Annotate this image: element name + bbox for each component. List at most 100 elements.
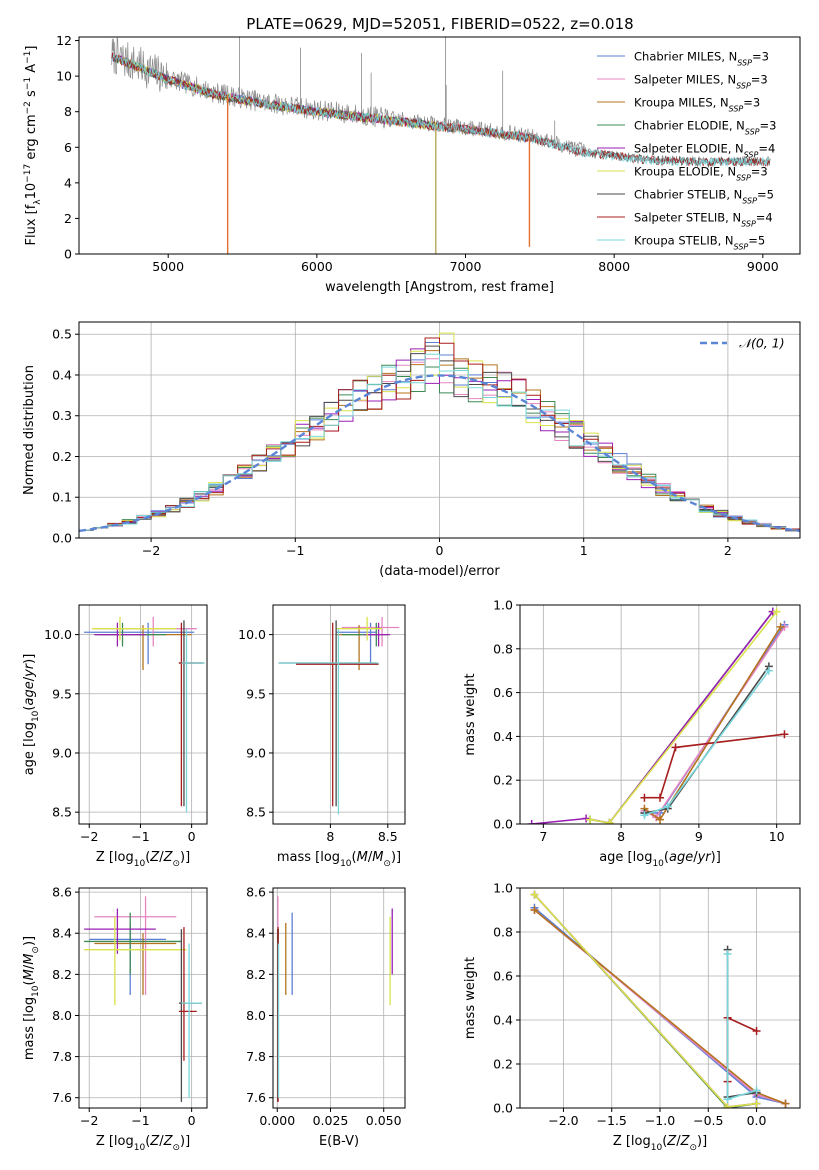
y-tick-label: 0.2	[52, 449, 72, 464]
gaussian-curve	[79, 374, 800, 533]
x-axis-label: age [log10(age/yr)]	[599, 850, 721, 869]
legend-entry: Kroupa ELODIE, NSSP=3	[634, 165, 768, 183]
y-tick-label: 2	[64, 211, 72, 226]
panel-mass_vs_EBV: 0.000 0.025 0.050 7.6 7.8 8.0 8.2 8.4 8.6 E(B-V)	[246, 885, 406, 1149]
figure-title: PLATE=0629, MJD=52051, FIBERID=0522, z=0…	[246, 15, 633, 33]
weight-marker	[640, 793, 649, 802]
weight-marker	[723, 950, 732, 958]
weight-marker	[530, 890, 539, 899]
x-tick-label: 0	[436, 543, 444, 558]
y-tick-label: 0.3	[52, 408, 72, 423]
y-tick-label: 7.6	[52, 1090, 72, 1105]
x-axis-label: E(B-V)	[319, 1134, 359, 1149]
axes-frame	[519, 604, 801, 825]
y-tick-label: 8.5	[52, 805, 72, 820]
weight-marker	[656, 793, 664, 802]
axes-frame	[78, 604, 208, 825]
weight-marker	[671, 743, 680, 752]
y-axis-label: age [log10(age/yr)]	[22, 654, 41, 776]
weight-marker	[656, 815, 664, 824]
y-tick-label: 4	[64, 175, 72, 190]
errorbar-salpeter-miles	[341, 616, 400, 647]
legend-entry: Salpeter STELIB, NSSP=4	[634, 211, 773, 229]
weight-marker	[776, 622, 785, 631]
x-tick-label: 5000	[152, 259, 184, 274]
panel-age_vs_mass: 8 8.5 8.5 9.0 9.5 10.0 mass [log10(M/M⊙)]	[238, 604, 406, 869]
plot-area	[278, 616, 400, 815]
weight-marker	[605, 818, 614, 824]
y-tick-label: 8.2	[246, 967, 266, 982]
legend-entry: Chabrier MILES, NSSP=3	[634, 50, 769, 68]
y-tick-label: 6	[64, 140, 72, 155]
errorbar-kroupa-stelib	[181, 628, 205, 813]
weight-marker	[582, 814, 591, 823]
x-tick-label: −2	[142, 543, 160, 558]
x-tick-label: 8.5	[378, 829, 398, 844]
x-tick-label: 7	[539, 829, 547, 844]
y-axis-label: mass weight	[463, 673, 478, 755]
weight-marker	[586, 815, 594, 824]
x-axis-label: Z [log10(Z/Z⊙)]	[96, 1134, 190, 1153]
y-tick-label: 0.0	[493, 817, 513, 832]
x-tick-label: −1	[131, 1113, 149, 1128]
plot-area	[530, 890, 790, 1108]
y-tick-label: 1.0	[493, 598, 513, 613]
errorbar-kroupa-stelib	[181, 943, 202, 1098]
y-tick-label: 9.0	[52, 745, 72, 760]
panel-weight_vs_Z: −2.0 −1.5 −1.0 −0.5 0.0 0.0 0.2 0.4 0.6 0.8 1.0 Z […	[463, 881, 801, 1153]
x-tick-label: 9000	[747, 259, 779, 274]
weight-marker	[723, 1095, 732, 1104]
panel-spectrum: 5000 6000 7000 8000 9000 0 2 4 6 8 10 12 wavelength …	[23, 33, 801, 295]
errorbar-salpeter-stelib	[178, 927, 197, 1061]
x-tick-label: 8	[326, 829, 334, 844]
y-tick-label: 0.4	[493, 729, 513, 744]
x-tick-label: 10	[769, 829, 785, 844]
errorbar-kroupa-elodie	[91, 616, 177, 641]
x-tick-label: −2	[80, 1113, 98, 1128]
x-tick-label: −2.0	[548, 1113, 578, 1128]
plot-area	[84, 616, 205, 813]
y-tick-label: 9.5	[52, 686, 72, 701]
histogram-kroupa-stelib	[79, 353, 800, 538]
x-tick-label: −1.0	[645, 1113, 675, 1128]
y-tick-label: 10.0	[44, 627, 72, 642]
x-axis-label: wavelength [Angstrom, rest frame]	[325, 280, 554, 295]
errorbar-chabrier-elodie	[84, 912, 182, 975]
y-tick-label: 8.2	[52, 967, 72, 982]
y-axis-label: Normed distribution	[22, 365, 37, 495]
errorbar-kroupa-elodie	[336, 616, 383, 641]
x-tick-label: 6000	[301, 259, 333, 274]
y-tick-label: 0.0	[52, 531, 72, 546]
weight-marker	[764, 666, 773, 675]
y-tick-label: 8.5	[246, 805, 266, 820]
y-tick-label: 8.6	[52, 885, 72, 900]
x-tick-label: 0.025	[313, 1113, 349, 1128]
y-tick-label: 1.0	[493, 881, 513, 896]
y-tick-label: 0.8	[493, 925, 513, 940]
panel-residuals: −2 −1 0 1 2 0.0 0.1 0.2 0.3 0.4 0.5 (data-model)/er…	[22, 321, 801, 579]
legend-entry: Salpeter ELODIE, NSSP=4	[634, 142, 775, 160]
weight-marker	[527, 820, 536, 824]
x-tick-label: −1.5	[597, 1113, 627, 1128]
weight-marker	[772, 607, 781, 616]
panel-weight_vs_age: 7 8 9 10 0.0 0.2 0.4 0.6 0.8 1.0 age [log10(age/yr…	[463, 598, 801, 869]
errorbar-kroupa-stelib	[278, 628, 379, 815]
weight-marker	[752, 1099, 761, 1108]
errorbar-salpeter-miles	[94, 896, 177, 995]
model-spectrum-kroupa-stelib	[111, 53, 771, 167]
y-tick-label: 8.4	[246, 926, 266, 941]
y-tick-label: 8.0	[52, 1008, 72, 1023]
x-tick-label: 0.000	[259, 1113, 295, 1128]
y-tick-label: 0.2	[493, 1057, 513, 1072]
plot-area	[111, 37, 771, 254]
legend-entry: Kroupa STELIB, NSSP=5	[634, 234, 765, 252]
y-tick-label: 0.2	[493, 773, 513, 788]
y-tick-label: 10	[56, 69, 72, 84]
axes-frame	[78, 887, 208, 1109]
weight-marker	[640, 811, 649, 820]
y-tick-label: 0.6	[493, 969, 513, 984]
weight-marker	[663, 802, 672, 811]
y-tick-label: 0.8	[493, 641, 513, 656]
errorbar-salpeter-elodie	[84, 908, 156, 954]
